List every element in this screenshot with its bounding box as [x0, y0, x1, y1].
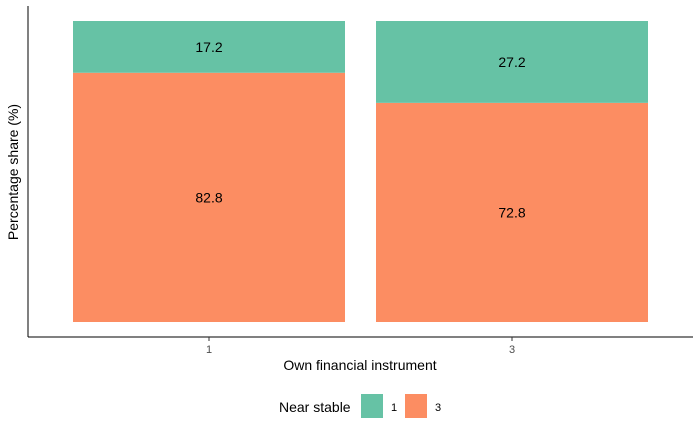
legend: Near stable 1 3: [279, 394, 441, 418]
legend-swatch-3: [405, 394, 427, 418]
legend-label-3: 3: [435, 402, 441, 414]
legend-label-1: 1: [391, 402, 397, 414]
x-axis-title: Own financial instrument: [283, 357, 436, 373]
data-label-cat1-series1: 17.2: [195, 39, 222, 55]
bar-segment-cat3-series1: [376, 21, 648, 103]
bar-segment-cat3-series3: [376, 102, 648, 322]
legend-title: Near stable: [279, 399, 351, 415]
data-label-cat1-series3: 82.8: [195, 189, 222, 205]
data-labels-layer: 82.8 17.2 72.8 27.2: [195, 39, 525, 221]
data-label-cat3-series3: 72.8: [498, 204, 525, 220]
data-label-cat3-series1: 27.2: [498, 54, 525, 70]
legend-swatch-1: [361, 394, 383, 418]
y-axis-title: Percentage share (%): [5, 104, 21, 240]
bars-layer: [73, 21, 648, 322]
x-tick-label: 3: [509, 344, 515, 356]
x-tick-label: 1: [206, 344, 212, 356]
bar-segment-cat1-series1: [73, 21, 345, 73]
bar-segment-cat1-series3: [73, 72, 345, 322]
